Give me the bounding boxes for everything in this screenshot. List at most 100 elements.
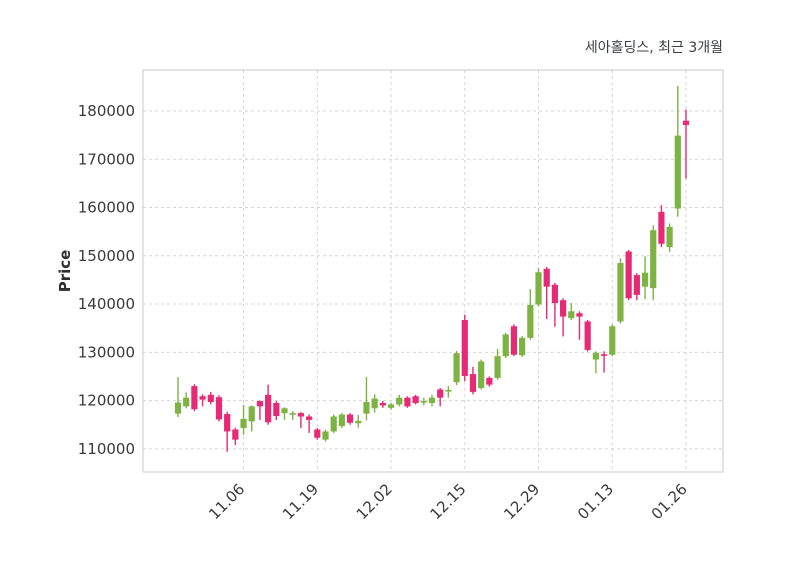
- candle[interactable]: [305, 414, 313, 433]
- candle[interactable]: [207, 391, 214, 405]
- candle[interactable]: [535, 267, 542, 307]
- candle[interactable]: [224, 411, 231, 452]
- plot-area[interactable]: [142, 69, 724, 473]
- candle-series[interactable]: [174, 85, 690, 452]
- candle[interactable]: [240, 404, 247, 435]
- y-tick-label: 160000: [78, 199, 135, 217]
- candle[interactable]: [404, 396, 411, 408]
- candle[interactable]: [486, 376, 493, 387]
- candle[interactable]: [510, 324, 518, 357]
- candle-body: [625, 251, 632, 299]
- candle[interactable]: [576, 311, 583, 340]
- candle[interactable]: [502, 333, 509, 359]
- candle-body: [240, 418, 247, 429]
- candle[interactable]: [387, 402, 395, 410]
- candle[interactable]: [281, 407, 288, 420]
- candle[interactable]: [248, 405, 255, 432]
- candle-body: [584, 321, 591, 350]
- candle[interactable]: [600, 351, 608, 373]
- candle[interactable]: [297, 412, 305, 429]
- candle-body: [420, 401, 427, 403]
- candle-body: [191, 386, 198, 410]
- candle-body: [600, 354, 608, 356]
- candle[interactable]: [551, 282, 559, 327]
- candle[interactable]: [174, 376, 182, 417]
- candle[interactable]: [543, 266, 550, 320]
- candle[interactable]: [273, 401, 280, 420]
- candle-body: [379, 402, 386, 406]
- candle-body: [224, 414, 231, 432]
- candle[interactable]: [453, 350, 460, 386]
- candle-body: [576, 313, 583, 317]
- candle-body: [428, 397, 436, 403]
- candle[interactable]: [666, 223, 673, 252]
- candle[interactable]: [191, 384, 198, 412]
- candle[interactable]: [682, 109, 690, 179]
- candle[interactable]: [437, 388, 444, 407]
- x-tick-label: 12.15: [427, 480, 470, 523]
- candle-body: [281, 408, 288, 414]
- candle-body: [682, 120, 690, 126]
- candle[interactable]: [445, 386, 452, 398]
- candle-body: [510, 326, 518, 355]
- candle-body: [256, 401, 264, 407]
- candle[interactable]: [314, 428, 321, 440]
- candle[interactable]: [215, 395, 223, 422]
- candle[interactable]: [428, 394, 436, 407]
- candle[interactable]: [469, 366, 477, 395]
- candle[interactable]: [633, 273, 640, 301]
- candle-body: [305, 416, 313, 420]
- candle-body: [207, 394, 214, 403]
- candle[interactable]: [478, 359, 485, 390]
- x-tick-label: 12.02: [353, 480, 396, 523]
- candle[interactable]: [346, 413, 354, 425]
- candle[interactable]: [322, 429, 329, 442]
- candle-body: [502, 334, 509, 357]
- candle[interactable]: [412, 394, 419, 405]
- candle[interactable]: [265, 384, 272, 425]
- candle[interactable]: [592, 351, 599, 374]
- candle[interactable]: [379, 401, 386, 408]
- candle[interactable]: [396, 394, 403, 407]
- candle[interactable]: [617, 258, 624, 324]
- y-axis-title: Price: [56, 250, 74, 293]
- candle[interactable]: [355, 415, 362, 428]
- candle[interactable]: [330, 414, 337, 433]
- candle[interactable]: [658, 205, 665, 248]
- candle-body: [494, 356, 501, 378]
- candle-body: [527, 305, 534, 338]
- candle[interactable]: [371, 394, 378, 413]
- candle-body: [314, 429, 321, 438]
- candle[interactable]: [461, 314, 468, 382]
- candle-body: [248, 406, 255, 422]
- candle[interactable]: [568, 303, 575, 320]
- candle-body: [371, 398, 378, 409]
- candle[interactable]: [609, 324, 616, 357]
- candle-body: [330, 416, 337, 432]
- candle[interactable]: [625, 250, 632, 301]
- candle-body: [650, 230, 657, 289]
- candle[interactable]: [183, 392, 190, 409]
- candle-body: [641, 272, 649, 287]
- candle[interactable]: [199, 394, 206, 407]
- candle-body: [346, 414, 354, 423]
- candle-body: [174, 402, 182, 414]
- candle[interactable]: [494, 348, 501, 380]
- candle[interactable]: [363, 376, 370, 421]
- candle[interactable]: [527, 289, 534, 340]
- candle[interactable]: [338, 413, 345, 429]
- candle[interactable]: [641, 256, 649, 300]
- candle[interactable]: [420, 397, 427, 406]
- candle[interactable]: [519, 335, 526, 358]
- candle[interactable]: [289, 411, 296, 420]
- candle[interactable]: [559, 298, 567, 337]
- candle-body: [297, 413, 305, 417]
- y-tick-label: 110000: [78, 440, 135, 458]
- candle[interactable]: [674, 85, 681, 217]
- candle[interactable]: [232, 427, 239, 445]
- candle[interactable]: [256, 400, 264, 420]
- candle[interactable]: [584, 319, 591, 352]
- chart-title: 세아홀딩스, 최근 3개월: [585, 40, 723, 56]
- candle[interactable]: [650, 225, 657, 301]
